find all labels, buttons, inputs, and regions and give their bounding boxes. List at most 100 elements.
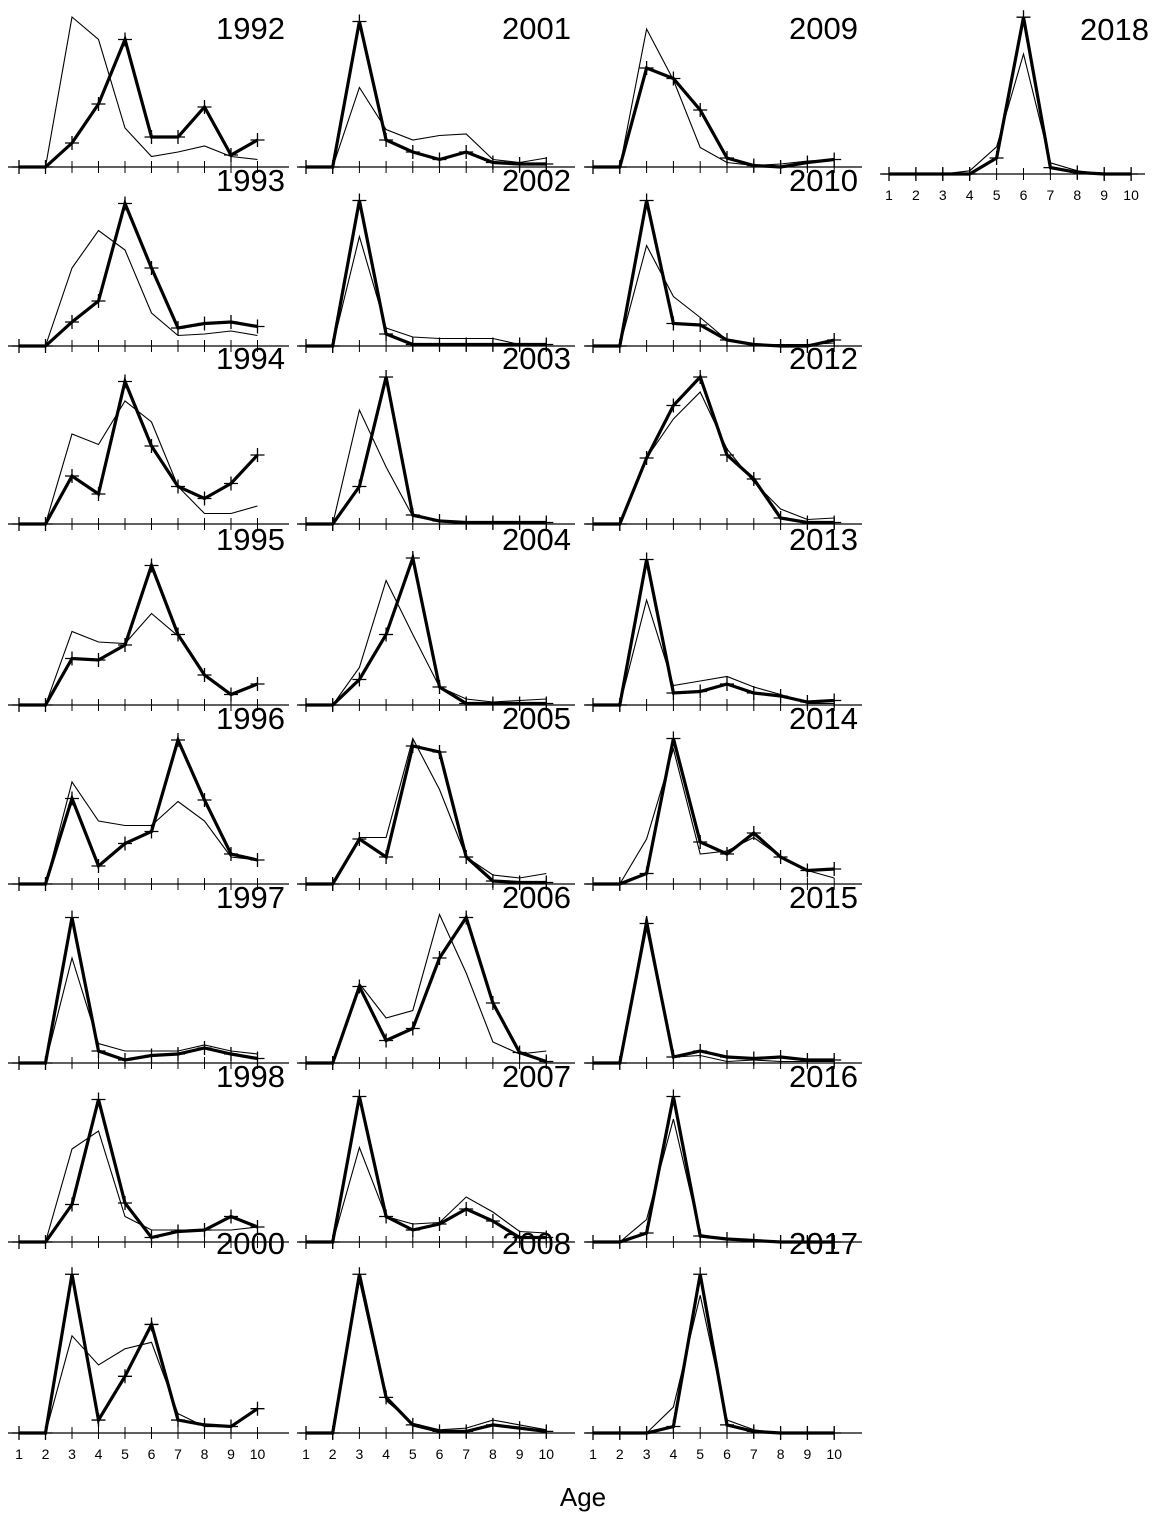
bold-point-marker xyxy=(720,1232,734,1246)
x-tick-label: 6 xyxy=(723,1446,731,1462)
bold-series-line xyxy=(19,34,259,169)
bold-point-marker xyxy=(118,196,132,211)
bold-point-marker xyxy=(612,339,627,353)
bold-series-line xyxy=(19,917,258,1065)
bold-point-marker xyxy=(586,160,600,174)
panel-title: 1995 xyxy=(216,522,285,557)
bold-point-marker xyxy=(12,160,26,174)
x-tick-label: 2 xyxy=(912,187,920,203)
bold-point-marker xyxy=(325,877,340,891)
bold-point-marker xyxy=(299,1235,313,1249)
panel-title: 2001 xyxy=(502,11,571,46)
panel-2008: 2008 1 2 3 4 5 6 7 8 9 10 xyxy=(297,1226,575,1462)
bold-point-marker xyxy=(118,1196,132,1210)
bold-point-marker xyxy=(432,680,447,694)
bold-series-line xyxy=(593,200,835,348)
x-tick-label: 9 xyxy=(804,1446,812,1462)
x-tick-label: 3 xyxy=(356,1446,364,1462)
bold-point-marker xyxy=(197,100,212,114)
bold-point-marker xyxy=(379,1390,394,1405)
panel-1993: 1993 xyxy=(8,163,289,353)
bold-point-marker xyxy=(171,627,185,642)
bold-point-marker xyxy=(773,689,788,703)
bold-point-marker xyxy=(352,672,367,687)
x-tick-label: 4 xyxy=(382,1446,390,1462)
x-tick-label: 2 xyxy=(329,1446,337,1462)
bold-point-marker xyxy=(612,517,627,531)
bold-point-marker xyxy=(118,374,132,389)
bold-point-marker xyxy=(720,448,734,462)
bold-point-marker xyxy=(352,1089,367,1104)
bold-point-marker xyxy=(586,1056,600,1070)
thin-series-line xyxy=(593,27,835,168)
bold-point-marker xyxy=(459,515,474,530)
bold-point-marker xyxy=(612,877,627,891)
bold-point-marker xyxy=(612,1235,627,1249)
bold-point-marker xyxy=(773,1050,788,1064)
bold-point-marker xyxy=(250,853,265,867)
thin-series-line xyxy=(593,1118,835,1243)
x-tick-label: 7 xyxy=(462,1446,470,1462)
bold-point-marker xyxy=(639,916,654,931)
bold-point-marker xyxy=(38,698,53,712)
bold-point-marker xyxy=(746,1051,761,1066)
x-tick-label: 10 xyxy=(539,1446,555,1462)
bold-point-marker xyxy=(299,160,313,174)
bold-point-marker xyxy=(405,551,420,565)
bold-point-marker xyxy=(432,337,447,352)
bold-point-marker xyxy=(459,1424,474,1439)
bold-point-marker xyxy=(38,1235,53,1249)
bold-point-marker xyxy=(65,469,79,483)
panel-2002: 2002 xyxy=(297,163,575,353)
bold-series-line xyxy=(593,373,835,526)
bold-point-marker xyxy=(38,517,53,531)
bold-point-marker xyxy=(485,996,500,1010)
panel-2016: 2016 xyxy=(584,1059,862,1249)
bold-point-marker xyxy=(325,339,340,353)
bold-point-marker xyxy=(1016,10,1031,25)
panel-title: 2010 xyxy=(789,163,858,198)
bold-point-marker xyxy=(666,1419,681,1434)
bold-point-marker xyxy=(1097,167,1112,181)
bold-point-marker xyxy=(512,157,527,171)
x-tick-label: 9 xyxy=(516,1446,524,1462)
bold-point-marker xyxy=(144,558,159,573)
bold-point-marker xyxy=(405,145,420,159)
bold-point-marker xyxy=(512,1045,527,1060)
bold-point-marker xyxy=(224,687,238,702)
bold-series-line xyxy=(19,376,259,526)
bold-point-marker xyxy=(693,318,708,332)
bold-point-marker xyxy=(352,14,367,29)
bold-point-marker xyxy=(250,1401,265,1416)
bold-point-marker xyxy=(91,653,106,667)
bold-point-marker xyxy=(639,866,654,881)
bold-point-marker xyxy=(539,696,554,711)
bold-point-marker xyxy=(171,130,185,144)
bold-point-marker xyxy=(1124,167,1139,181)
bold-series-line xyxy=(306,744,547,886)
bold-point-marker xyxy=(666,1089,681,1104)
bold-point-marker xyxy=(693,684,708,699)
thin-series-line xyxy=(306,736,547,885)
bold-point-marker xyxy=(405,1417,420,1432)
bold-series-line xyxy=(593,1273,835,1435)
thin-series-line xyxy=(593,1295,835,1434)
bold-point-marker xyxy=(612,160,627,174)
panel-1998: 1998 xyxy=(8,1059,289,1249)
bold-point-marker xyxy=(539,1424,554,1439)
panel-2013: 2013 xyxy=(584,522,862,712)
bold-point-marker xyxy=(882,167,896,181)
bold-series-line xyxy=(19,1273,259,1435)
bold-point-marker xyxy=(118,1053,132,1067)
bold-point-marker xyxy=(720,677,734,691)
bold-point-marker xyxy=(432,1217,447,1231)
bold-point-marker xyxy=(250,677,265,691)
panel-2010: 2010 xyxy=(584,163,862,353)
bold-series-line xyxy=(593,1096,835,1244)
thin-series-line xyxy=(19,780,258,885)
bold-point-marker xyxy=(144,1317,159,1332)
bold-point-marker xyxy=(612,1056,627,1070)
bold-point-marker xyxy=(773,511,788,525)
bold-point-marker xyxy=(1043,160,1058,175)
bold-point-marker xyxy=(325,698,340,712)
